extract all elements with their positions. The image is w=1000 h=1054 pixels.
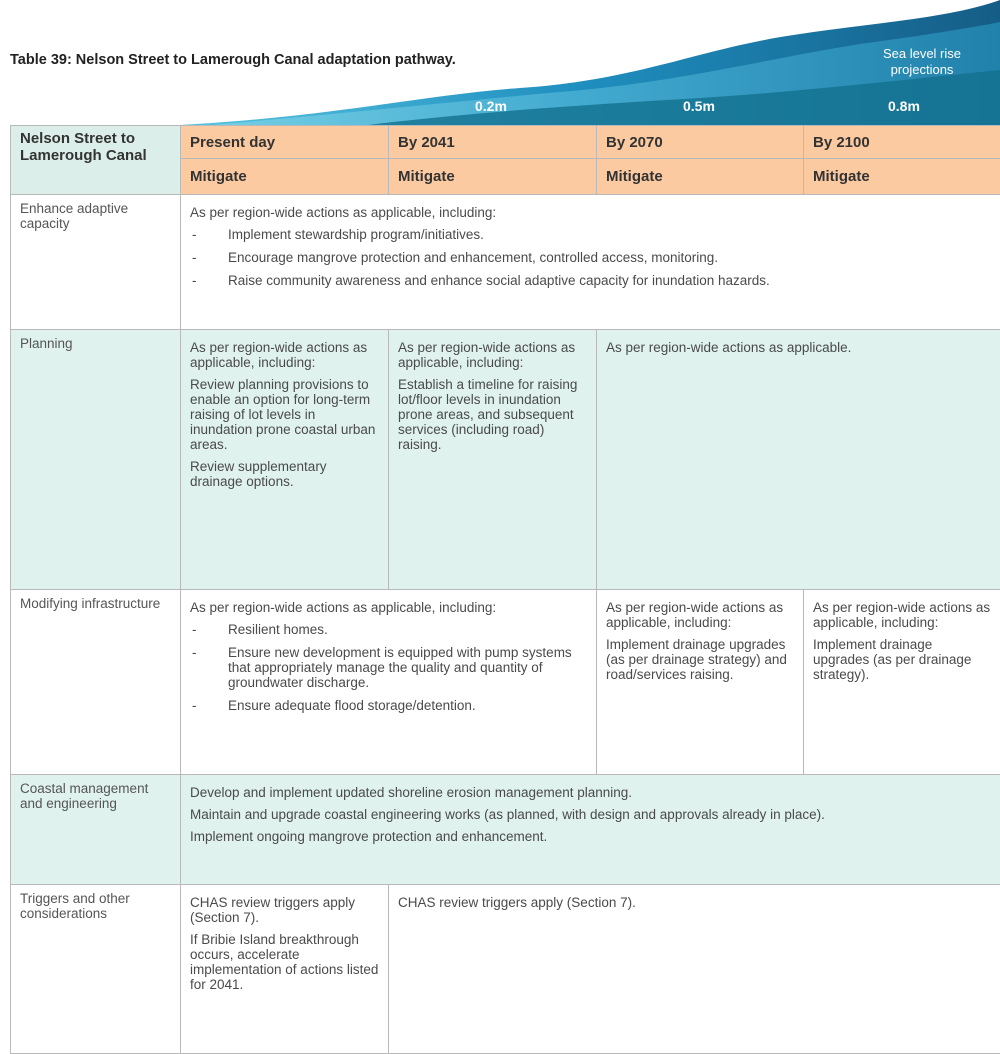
approach-header: Mitigate	[803, 158, 1000, 195]
cell-paragraph: Implement drainage upgrades (as per drai…	[606, 637, 787, 682]
table-row: Modifying infrastructure As per region-wi…	[10, 589, 1000, 775]
cell-paragraph: Maintain and upgrade coastal engineering…	[190, 807, 825, 822]
header-row: Nelson Street to Lamerough Canal Present …	[10, 125, 1000, 195]
projection-value: 0.8m	[888, 98, 920, 114]
cell-paragraph: CHAS review triggers apply (Section 7).	[190, 895, 356, 925]
table-row: Planning As per region-wide actions as ap…	[10, 329, 1000, 590]
period-header: By 2100	[803, 125, 1000, 159]
projection-label: Sea level rise projections	[882, 46, 962, 77]
period-header: By 2041	[388, 125, 597, 159]
cell-paragraph: Review planning provisions to enable an …	[190, 377, 376, 452]
table-cell: As per region-wide actions as applicable…	[596, 329, 1000, 590]
bullet-item: Ensure adequate flood storage/detention.	[190, 698, 587, 713]
cell-paragraph: As per region-wide actions as applicable…	[398, 340, 576, 370]
cell-paragraph: CHAS review triggers apply (Section 7).	[398, 895, 636, 910]
approach-header: Mitigate	[180, 158, 389, 195]
approach-header: Mitigate	[388, 158, 597, 195]
table-cell: CHAS review triggers apply (Section 7). I…	[180, 884, 389, 1054]
row-label: Enhance adaptive capacity	[10, 194, 181, 330]
table-cell: As per region-wide actions as applicable…	[180, 194, 1000, 330]
table-title: Table 39: Nelson Street to Lamerough Can…	[10, 52, 456, 68]
row-label: Modifying infrastructure	[10, 589, 181, 775]
cell-paragraph: As per region-wide actions as applicable…	[606, 340, 852, 355]
table-cell: As per region-wide actions as applicable…	[596, 589, 804, 775]
table-cell: As per region-wide actions as applicable…	[180, 329, 389, 590]
bullet-item: Resilient homes.	[190, 622, 587, 637]
cell-paragraph: Establish a timeline for raising lot/flo…	[398, 377, 578, 452]
cell-paragraph: As per region-wide actions as applicable…	[606, 600, 784, 630]
bullet-item: Ensure new development is equipped with …	[190, 645, 587, 690]
cell-paragraph: As per region-wide actions as applicable…	[190, 340, 368, 370]
table-row: Coastal management and engineering Develo…	[10, 774, 1000, 885]
cell-paragraph: As per region-wide actions as applicable…	[190, 205, 497, 220]
bullet-item: Implement stewardship program/initiative…	[190, 227, 991, 242]
approach-header: Mitigate	[596, 158, 804, 195]
row-label: Coastal management and engineering	[10, 774, 181, 885]
bullet-item: Encourage mangrove protection and enhanc…	[190, 250, 991, 265]
table-cell: As per region-wide actions as applicable…	[388, 329, 597, 590]
cell-paragraph: Review supplementary drainage options.	[190, 459, 327, 489]
table-cell: Develop and implement updated shoreline …	[180, 774, 1000, 885]
bullet-list: Implement stewardship program/initiative…	[190, 227, 991, 288]
table-body: Nelson Street to Lamerough Canal Present …	[10, 125, 1000, 1054]
projection-value: 0.5m	[683, 98, 715, 114]
bullet-list: Resilient homes. Ensure new development i…	[190, 622, 587, 713]
row-label: Triggers and other considerations	[10, 884, 181, 1054]
table-cell: CHAS review triggers apply (Section 7).	[388, 884, 1000, 1054]
cell-paragraph: Develop and implement updated shoreline …	[190, 785, 633, 800]
pathway-table: Nelson Street to Lamerough Canal Present …	[10, 125, 1000, 1054]
wave-banner	[160, 0, 1000, 126]
cell-paragraph: Implement drainage upgrades (as per drai…	[813, 637, 972, 682]
corner-cell: Nelson Street to Lamerough Canal	[10, 125, 181, 195]
table-cell: As per region-wide actions as applicable…	[803, 589, 1000, 775]
period-header: By 2070	[596, 125, 804, 159]
table-cell: As per region-wide actions as applicable…	[180, 589, 597, 775]
bullet-item: Raise community awareness and enhance so…	[190, 273, 991, 288]
cell-paragraph: Implement ongoing mangrove protection an…	[190, 829, 548, 844]
cell-paragraph: As per region-wide actions as applicable…	[190, 600, 497, 615]
cell-paragraph: If Bribie Island breakthrough occurs, ac…	[190, 932, 379, 992]
row-label: Planning	[10, 329, 181, 590]
table-row: Triggers and other considerations CHAS re…	[10, 884, 1000, 1054]
projection-value: 0.2m	[475, 98, 507, 114]
cell-paragraph: As per region-wide actions as applicable…	[813, 600, 991, 630]
table-row: Enhance adaptive capacity As per region-w…	[10, 194, 1000, 330]
period-header: Present day	[180, 125, 389, 159]
